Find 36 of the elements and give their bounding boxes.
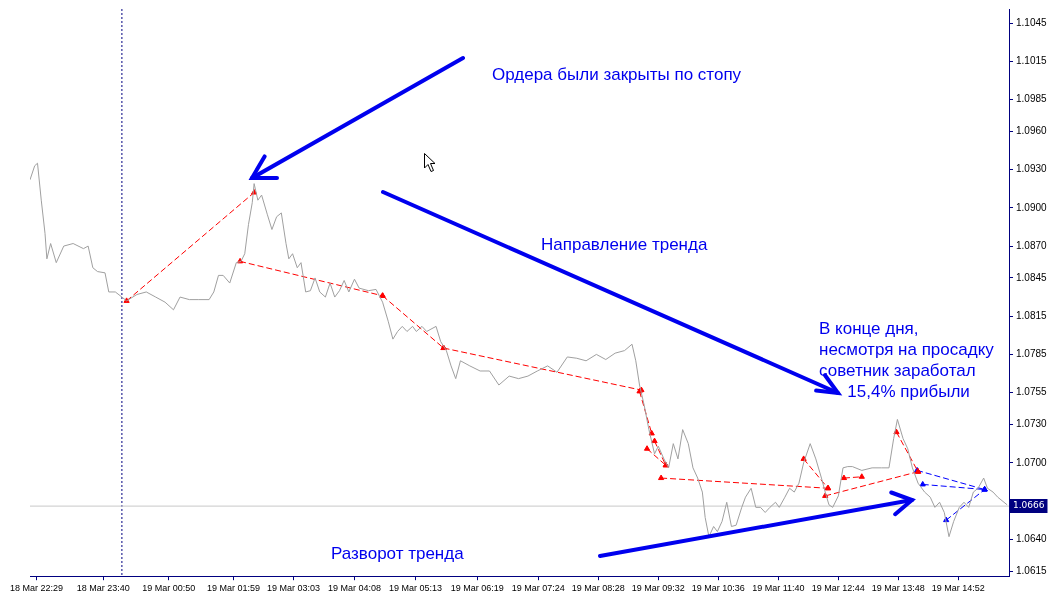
- annotation: Ордера были закрыты по стопу: [492, 65, 742, 84]
- x-tick-label: 19 Mar 01:59: [206, 583, 261, 594]
- y-tick-label: 1.0755: [1016, 386, 1048, 398]
- y-tick-label: 1.0870: [1016, 239, 1048, 251]
- y-tick-label: 1.0730: [1016, 418, 1048, 430]
- x-tick-label: 19 Mar 03:03: [266, 583, 321, 594]
- y-tick-label: 1.0985: [1016, 93, 1048, 105]
- y-tick-label: 1.0785: [1016, 348, 1048, 360]
- y-tick-label: 1.0845: [1016, 271, 1048, 283]
- y-tick-label: 1.0640: [1016, 532, 1048, 544]
- y-tick-label: 1.0615: [1016, 564, 1048, 576]
- x-tick-label: 19 Mar 00:50: [142, 583, 196, 594]
- x-tick-label: 19 Mar 10:36: [691, 583, 745, 594]
- x-tick-label: 19 Mar 14:52: [931, 583, 985, 594]
- y-tick-label: 1.0900: [1016, 201, 1048, 213]
- ref-line-label: 1.0666: [1013, 500, 1045, 511]
- annotation: Разворот тренда: [331, 544, 465, 563]
- x-tick-label: 19 Mar 08:28: [571, 583, 625, 594]
- x-tick-label: 19 Mar 07:24: [511, 583, 565, 594]
- y-tick-label: 1.1045: [1016, 16, 1048, 28]
- annotation: Направление тренда: [541, 235, 708, 254]
- x-tick-label: 19 Mar 11:40: [752, 583, 805, 594]
- y-tick-label: 1.0960: [1016, 125, 1048, 137]
- y-tick-label: 1.0930: [1016, 163, 1048, 175]
- y-tick-label: 1.0815: [1016, 309, 1048, 321]
- y-tick-label: 1.1015: [1016, 55, 1048, 67]
- x-tick-label: 18 Mar 23:40: [76, 583, 130, 594]
- x-tick-label: 19 Mar 04:08: [327, 583, 381, 594]
- annotation: В конце дня, несмотря на просадку советник заработал 15,4% прибыли: [819, 319, 995, 401]
- x-tick-label: 19 Mar 09:32: [631, 583, 685, 594]
- x-tick-label: 19 Mar 06:19: [450, 583, 504, 594]
- x-tick-label: 18 Mar 22:29: [10, 583, 64, 594]
- x-tick-label: 19 Mar 05:13: [388, 583, 442, 594]
- x-tick-label: 19 Mar 13:48: [871, 583, 925, 594]
- x-tick-label: 19 Mar 12:44: [811, 583, 865, 594]
- y-tick-label: 1.0700: [1016, 456, 1048, 468]
